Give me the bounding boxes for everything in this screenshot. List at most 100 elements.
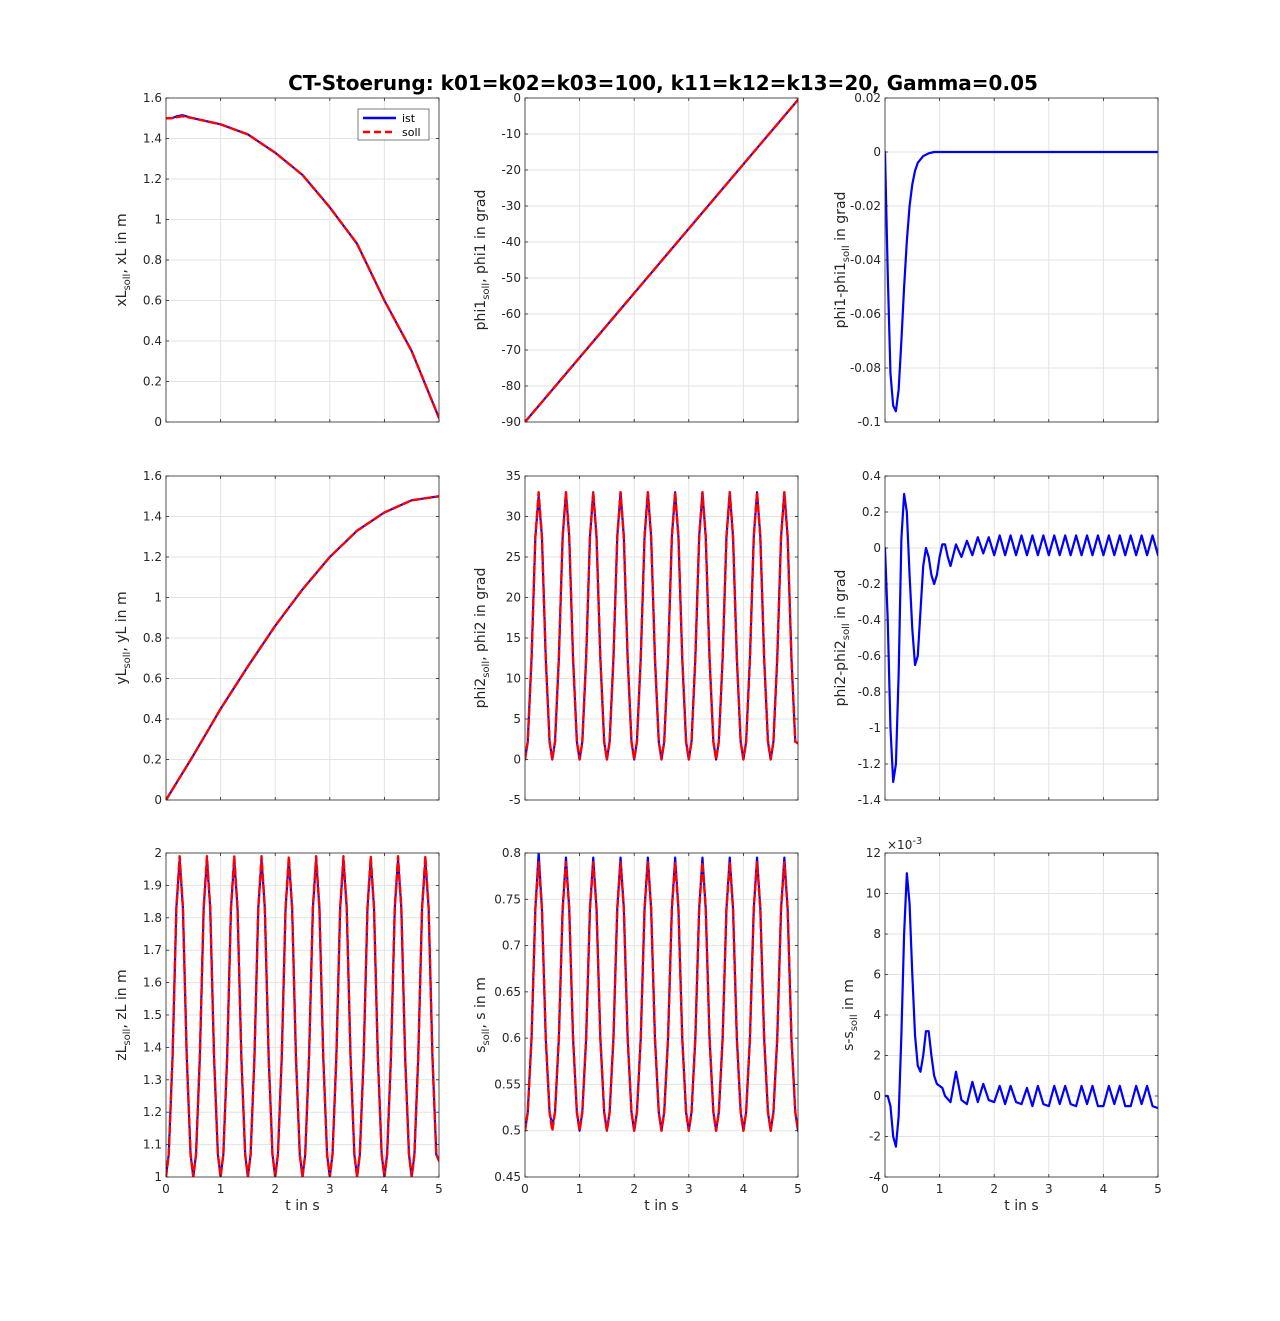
y-tick-label: 25: [506, 550, 521, 564]
y-tick-label: -50: [501, 271, 521, 285]
y-tick-label: 0.8: [502, 846, 521, 860]
series-group: [885, 872, 1158, 1148]
x-tick-label: 2: [630, 1182, 638, 1196]
y-tick-label: 10: [866, 887, 881, 901]
multiplier-base: ×10: [887, 838, 912, 852]
axes-box: [524, 852, 799, 1178]
y-tick-label: -0.6: [858, 649, 881, 663]
y-tick-label: 0.55: [494, 1077, 521, 1091]
series-group: [166, 855, 439, 1177]
y-tick-label: 1.2: [143, 550, 162, 564]
x-tick-label: 2: [271, 1182, 279, 1196]
y-tick-label: -30: [501, 199, 521, 213]
y-tick-label: 1.6: [143, 91, 162, 105]
y-label-rest: , xL in m: [114, 213, 130, 273]
y-tick-label: 0: [873, 1089, 881, 1103]
x-tick-label: 1: [936, 1182, 944, 1196]
y-label-subscript: soll: [481, 1029, 492, 1046]
y-tick-label: -90: [501, 415, 521, 429]
axes-box: [524, 97, 799, 423]
multiplier-exponent: -3: [912, 836, 922, 847]
y-label-subscript: soll: [122, 274, 133, 291]
y-tick-label: 8: [873, 927, 881, 941]
x-tick-label: 4: [381, 1182, 389, 1196]
x-tick-label: 4: [1100, 1182, 1108, 1196]
y-tick-label: 1.9: [143, 878, 162, 892]
y-tick-label: 1: [154, 213, 162, 227]
series-line-ist: [885, 872, 1158, 1148]
y-tick-label: -5: [509, 793, 521, 807]
x-tick-label: 0: [162, 1182, 170, 1196]
y-label-rest: in grad: [833, 570, 849, 624]
y-label-subscript: soll: [122, 652, 133, 669]
y-tick-label: 0.02: [854, 91, 881, 105]
y-tick-label: 1.7: [143, 943, 162, 957]
y-axis-label: s-ssoll in m: [841, 979, 860, 1051]
x-tick-label: 2: [990, 1182, 998, 1196]
series-line-soll: [525, 491, 798, 761]
y-label-subscript: soll: [122, 1029, 133, 1046]
y-label-main: phi2-phi2: [833, 640, 849, 706]
y-tick-label: 1.2: [143, 1105, 162, 1119]
y-tick-label: 0: [873, 145, 881, 159]
y-tick-label: -0.2: [858, 577, 881, 591]
y-tick-label: -70: [501, 343, 521, 357]
y-label-subscript: soll: [841, 245, 852, 262]
y-tick-label: -2: [869, 1130, 881, 1144]
y-tick-label: 0: [513, 91, 521, 105]
series-line-soll: [166, 855, 439, 1177]
y-label-main: s: [473, 1046, 489, 1053]
y-tick-label: -0.4: [858, 613, 881, 627]
y-tick-label: 0.4: [862, 469, 881, 483]
y-label-main: xL: [114, 290, 130, 306]
legend-box: [357, 108, 430, 141]
y-axis-label: phi1soll, phi1 in grad: [473, 190, 492, 331]
y-tick-label: 1.4: [143, 510, 162, 524]
y-tick-label: 0: [154, 793, 162, 807]
y-label-rest: , phi2 in grad: [473, 568, 489, 661]
y-tick-label: 0.7: [502, 939, 521, 953]
y-label-rest: , s in m: [473, 977, 489, 1029]
y-tick-label: 0.6: [143, 294, 162, 308]
y-label-rest: , phi1 in grad: [473, 190, 489, 283]
figure-title: CT-Stoerung: k01=k02=k03=100, k11=k12=k1…: [288, 71, 1038, 95]
y-tick-label: -60: [501, 307, 521, 321]
y-tick-label: 6: [873, 968, 881, 982]
y-tick-label: -4: [869, 1170, 881, 1184]
x-tick-label: 1: [576, 1182, 584, 1196]
y-label-subscript: soll: [849, 1014, 860, 1031]
y-tick-label: 10: [506, 672, 521, 686]
y-label-subscript: soll: [841, 623, 852, 640]
series-line-soll: [525, 98, 798, 422]
y-tick-label: 0.4: [143, 334, 162, 348]
y-tick-label: 0.65: [494, 985, 521, 999]
x-tick-label: 5: [794, 1182, 802, 1196]
y-label-rest: , yL in m: [114, 591, 130, 651]
y-tick-label: 1.5: [143, 1008, 162, 1022]
y-label-rest: in grad: [833, 192, 849, 246]
y-tick-label: 1.3: [143, 1073, 162, 1087]
y-tick-label: -40: [501, 235, 521, 249]
y-tick-label: 1.4: [143, 1040, 162, 1054]
y-label-main: zL: [114, 1045, 130, 1060]
y-label-main: phi1-phi1: [833, 262, 849, 328]
y-tick-label: 1.8: [143, 911, 162, 925]
subplot-s: 0.45 0.5 0.55 0.6 0.65 0.7 0.75 0.8 0 1 2 3 4 5 t in s…: [473, 846, 802, 1214]
plot-area: [885, 476, 1158, 800]
subplot-phi1-err: -0.1 -0.08 -0.06 -0.04 -0.02 0 0.02 phi1-phi1so…: [833, 91, 1159, 429]
series-group: [166, 114, 439, 420]
series-line-soll: [525, 861, 798, 1132]
y-tick-label: 1.6: [143, 469, 162, 483]
y-tick-label: -0.8: [858, 685, 881, 699]
x-tick-label: 3: [326, 1182, 334, 1196]
x-tick-label: 0: [521, 1182, 529, 1196]
x-axis-label: t in s: [285, 1198, 319, 1214]
x-tick-label: 1: [217, 1182, 225, 1196]
x-axis-label: t in s: [1004, 1198, 1038, 1214]
y-tick-label: -0.04: [850, 253, 881, 267]
y-tick-label: 1.1: [143, 1138, 162, 1152]
subplot-yL: 0 0.2 0.4 0.6 0.8 1 1.2 1.4 1.6 yLsoll, yL in m: [114, 469, 440, 807]
